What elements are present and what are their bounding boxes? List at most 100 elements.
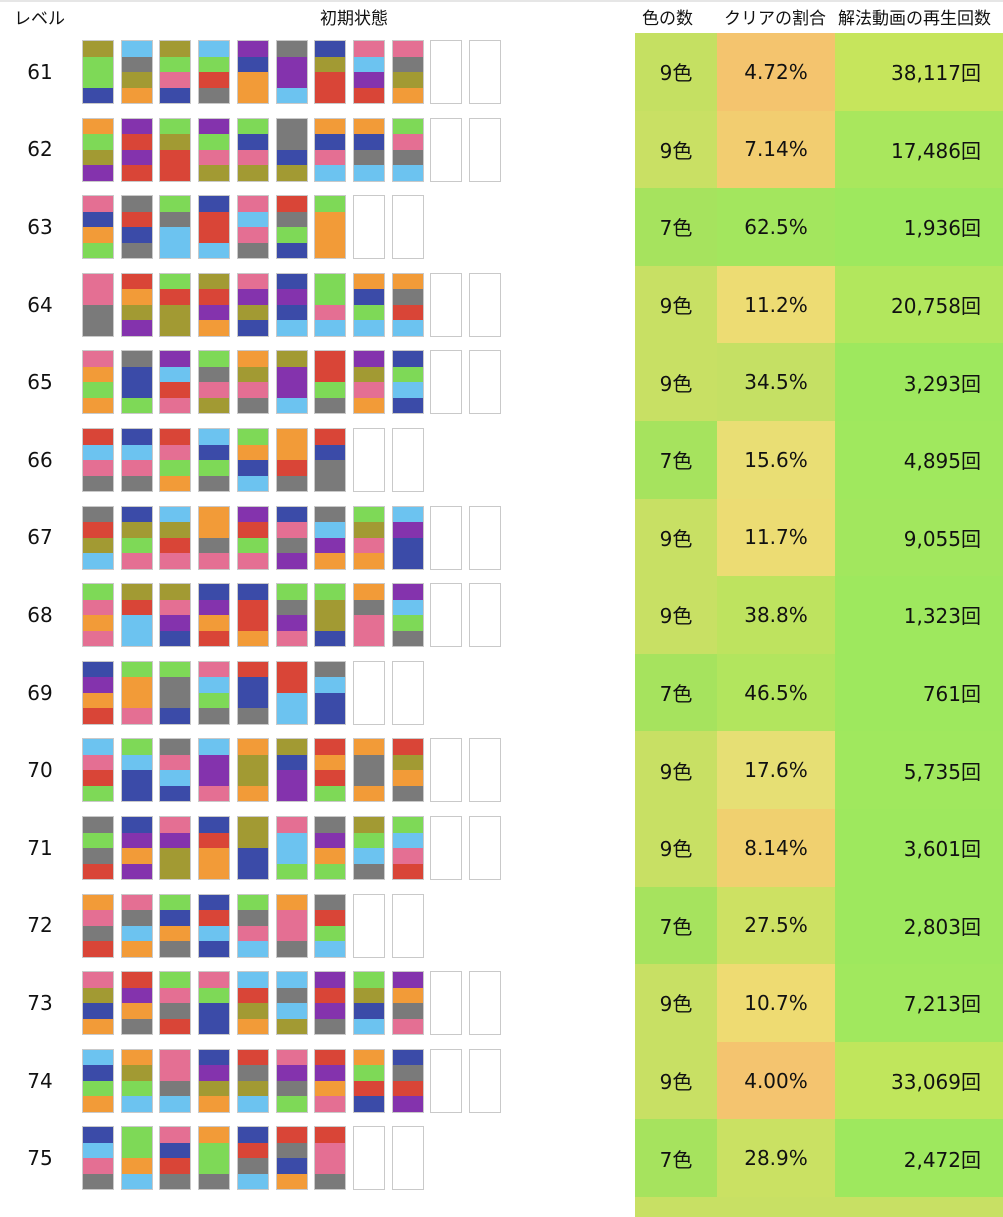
color-segment [276, 134, 307, 150]
color-segment [160, 863, 191, 879]
color-segment [315, 320, 346, 336]
color-segment [276, 785, 307, 802]
tube-filled [314, 350, 347, 415]
tube-filled [120, 583, 153, 648]
color-segment [276, 941, 307, 957]
tube-filled [236, 738, 269, 803]
color-segment [276, 304, 307, 321]
color-segment [353, 754, 384, 771]
color-segment [160, 553, 191, 569]
color-segment [199, 925, 230, 942]
color-segment [315, 863, 346, 879]
tube-filled [120, 40, 153, 104]
color-segment [121, 677, 152, 693]
color-segment [276, 1049, 307, 1066]
color-segment [83, 460, 113, 476]
color-segment [237, 848, 268, 864]
color-segment [83, 118, 113, 135]
tube-empty [430, 40, 463, 104]
tube-filled [314, 738, 347, 803]
color-segment [392, 1018, 423, 1035]
color-segment [315, 1003, 346, 1019]
color-segment [392, 553, 423, 569]
tube-empty [391, 195, 424, 260]
color-segment [353, 987, 384, 1004]
color-segment [121, 87, 152, 103]
tube-filled [82, 1126, 114, 1191]
color-segment [83, 553, 113, 569]
color-segment [353, 149, 384, 166]
tube-filled [198, 583, 231, 648]
color-segment [199, 553, 230, 569]
color-segment [83, 661, 113, 678]
tube-filled [352, 350, 385, 415]
color-segment [121, 429, 152, 445]
color-segment [392, 832, 423, 848]
color-segment [199, 118, 230, 135]
color-segment [199, 1142, 230, 1159]
color-segment [160, 522, 191, 538]
color-segment [315, 941, 346, 957]
color-segment [83, 537, 113, 554]
color-segment [160, 87, 191, 103]
tube-filled [352, 505, 385, 570]
color-segment [237, 863, 268, 879]
tube-filled [159, 272, 192, 337]
color-segment [315, 599, 346, 616]
tube-filled [314, 195, 347, 260]
color-segment [199, 848, 230, 864]
color-segment [392, 134, 423, 150]
tube-filled [120, 738, 153, 803]
color-segment [83, 134, 113, 150]
video-plays-cell: 3,601回 [835, 809, 1003, 887]
color-segment [199, 692, 230, 709]
level-row: 64 9色 11.2% 20,758回 [0, 265, 1003, 344]
color-segment [199, 227, 230, 243]
color-segment [237, 630, 268, 647]
color-segment [353, 537, 384, 554]
color-segment [392, 1003, 423, 1019]
color-segment [83, 972, 113, 988]
video-plays-cell: 5,735回 [835, 731, 1003, 809]
tube-filled [236, 428, 269, 492]
tube-filled [275, 350, 308, 415]
color-segment [237, 1173, 268, 1190]
tube-filled [236, 350, 269, 415]
tube-filled [120, 195, 153, 260]
tube-filled [120, 1048, 153, 1113]
color-segment [392, 351, 423, 367]
tube-filled [391, 1048, 424, 1113]
clear-rate-cell: 28.9% [717, 1119, 835, 1197]
color-segment [392, 87, 423, 103]
color-segment [353, 553, 384, 569]
color-segment [392, 304, 423, 321]
clear-rate-cell: 15.6% [717, 421, 835, 499]
color-segment [160, 1080, 191, 1097]
tube-filled [236, 971, 269, 1036]
tube-filled [236, 272, 269, 337]
tube-filled [120, 893, 153, 958]
color-segment [160, 56, 191, 72]
color-segment [199, 196, 230, 212]
tube-filled [314, 583, 347, 648]
tube-filled [82, 40, 114, 104]
color-segment [276, 273, 307, 290]
color-segment [121, 320, 152, 336]
color-segment [237, 770, 268, 786]
color-segment [315, 475, 346, 491]
color-segment [83, 56, 113, 72]
color-segment [121, 1158, 152, 1174]
color-segment [121, 1018, 152, 1035]
color-segment [199, 630, 230, 647]
color-segment [160, 444, 191, 460]
color-segment [237, 87, 268, 103]
color-segment [353, 1018, 384, 1035]
color-segment [392, 118, 423, 135]
color-segment [237, 351, 268, 367]
color-segment [353, 630, 384, 647]
color-segment [199, 832, 230, 848]
tube-filled [82, 505, 114, 570]
color-segment [121, 987, 152, 1004]
color-segment [237, 754, 268, 771]
color-segment [237, 894, 268, 911]
